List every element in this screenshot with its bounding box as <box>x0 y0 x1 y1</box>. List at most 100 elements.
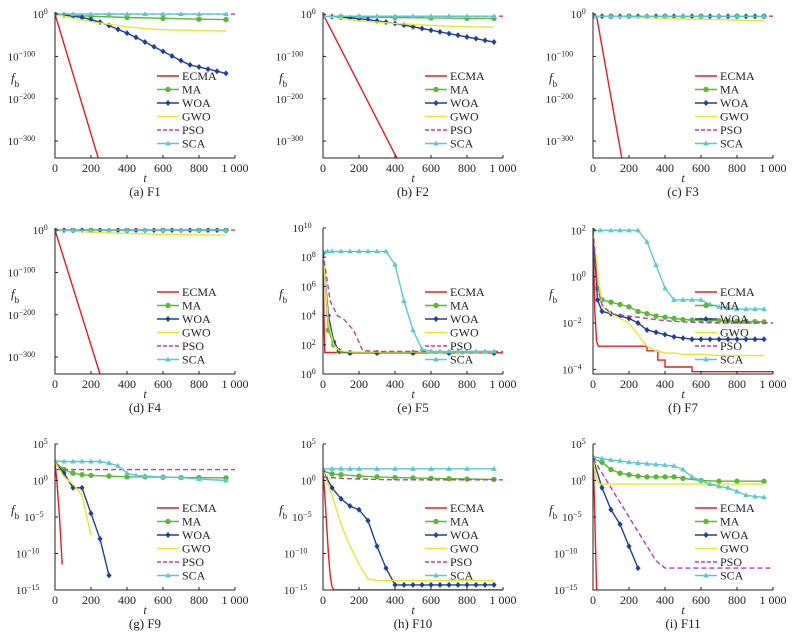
legend-marker <box>433 572 439 578</box>
x-tick-label: 1 000 <box>490 377 517 391</box>
x-tick-label: 200 <box>82 161 100 175</box>
x-tick-label: 0 <box>320 377 326 391</box>
data-point-sca <box>88 458 94 464</box>
legend-label: SCA <box>450 137 474 151</box>
legend-label: PSO <box>182 123 204 137</box>
data-point-ma <box>626 471 632 478</box>
data-point-woa <box>133 34 139 41</box>
data-point-woa <box>680 335 686 342</box>
y-tick-label: 10−5 <box>24 510 44 525</box>
data-point-woa <box>410 581 416 588</box>
data-point-ma <box>356 473 362 479</box>
y-axis-label: fb <box>279 70 288 89</box>
legend-label: WOA <box>182 312 211 326</box>
series-line-gwo <box>55 461 92 536</box>
legend-label: ECMA <box>720 285 755 299</box>
data-point-woa <box>635 320 641 327</box>
legend-label: PSO <box>450 123 472 137</box>
legend-marker <box>433 140 439 146</box>
chart-panel: 0 200 400 600 800 1 000 100 10−100 10−200 10−300 f… <box>276 7 517 199</box>
data-point-sca <box>593 453 596 459</box>
y-tick-label: 10−100 <box>276 49 304 64</box>
data-point-woa <box>365 517 371 524</box>
data-point-sca <box>223 12 229 17</box>
data-point-sca <box>178 228 184 233</box>
legend-label: GWO <box>720 110 749 124</box>
data-point-sca <box>671 462 677 468</box>
data-point-sca <box>428 465 434 471</box>
x-tick-label: 200 <box>350 593 368 607</box>
legend-marker <box>703 356 709 362</box>
legend-marker <box>165 356 171 362</box>
data-point-woa <box>653 329 659 336</box>
data-point-sca <box>160 473 166 479</box>
data-point-ma <box>464 476 470 482</box>
x-tick-label: 800 <box>458 377 476 391</box>
plot-area <box>55 12 235 158</box>
panel-caption: (a) F1 <box>129 184 160 199</box>
legend-label: GWO <box>182 110 211 124</box>
data-point-woa <box>594 296 601 303</box>
data-point-ma <box>662 474 668 480</box>
legend-label: WOA <box>182 528 211 542</box>
legend-label: WOA <box>182 96 211 110</box>
y-tick-label: 10−200 <box>8 307 36 322</box>
data-point-ma <box>79 471 85 478</box>
data-point-woa <box>196 64 202 71</box>
y-tick-label: 10−10 <box>16 546 40 561</box>
data-point-woa <box>115 26 121 33</box>
data-point-sca <box>124 12 130 17</box>
legend-label: MA <box>450 83 470 97</box>
series-line-gwo <box>593 230 764 357</box>
data-point-woa <box>464 581 470 588</box>
data-point-sca <box>347 465 353 471</box>
x-axis-label: t <box>681 171 685 185</box>
data-point-sca <box>410 13 416 19</box>
data-point-sca <box>196 228 202 233</box>
data-point-sca <box>428 13 434 19</box>
data-point-sca <box>761 494 767 500</box>
data-point-sca <box>428 348 434 354</box>
data-point-ma <box>635 308 641 315</box>
data-point-ma <box>716 478 722 484</box>
legend-label: SCA <box>182 569 206 583</box>
legend-label: PSO <box>182 339 204 353</box>
data-point-ma <box>196 16 202 22</box>
data-point-sca <box>734 306 740 312</box>
data-point-woa <box>88 510 94 517</box>
legend-marker <box>165 518 171 525</box>
y-axis-label: fb <box>11 502 20 521</box>
data-point-ma <box>608 299 614 305</box>
data-point-sca <box>752 306 758 312</box>
series-line-ecma <box>55 229 101 374</box>
data-point-woa <box>401 22 407 29</box>
data-point-ma <box>680 475 686 482</box>
panel-caption: (c) F3 <box>667 184 698 199</box>
data-point-sca <box>106 459 112 465</box>
x-tick-label: 800 <box>458 593 476 607</box>
data-point-sca <box>743 306 749 312</box>
data-point-sca <box>323 13 326 19</box>
data-point-sca <box>743 492 749 498</box>
data-point-woa <box>491 39 497 46</box>
data-point-ma <box>734 318 740 324</box>
legend-marker <box>703 86 709 93</box>
data-point-woa <box>689 336 695 343</box>
x-axis-label: t <box>681 387 685 401</box>
data-point-sca <box>761 306 767 312</box>
series-line-gwo <box>55 13 227 32</box>
data-point-sca <box>329 465 335 471</box>
x-tick-label: 1 000 <box>222 377 249 391</box>
data-point-woa <box>106 572 112 579</box>
legend-label: SCA <box>720 137 744 151</box>
chart-panel: 0 200 400 600 800 1 000 105 100 10−5 10−10 10−15 fb… <box>279 437 517 632</box>
data-point-woa <box>169 53 175 60</box>
series-line-gwo <box>323 15 495 28</box>
data-point-sca <box>356 13 362 19</box>
y-tick-label: 10−5 <box>292 510 312 525</box>
y-tick-label: 10−15 <box>284 583 308 598</box>
legend-label: GWO <box>450 110 479 124</box>
data-point-ma <box>106 473 112 479</box>
data-point-woa <box>635 565 641 572</box>
data-point-woa <box>626 543 632 550</box>
